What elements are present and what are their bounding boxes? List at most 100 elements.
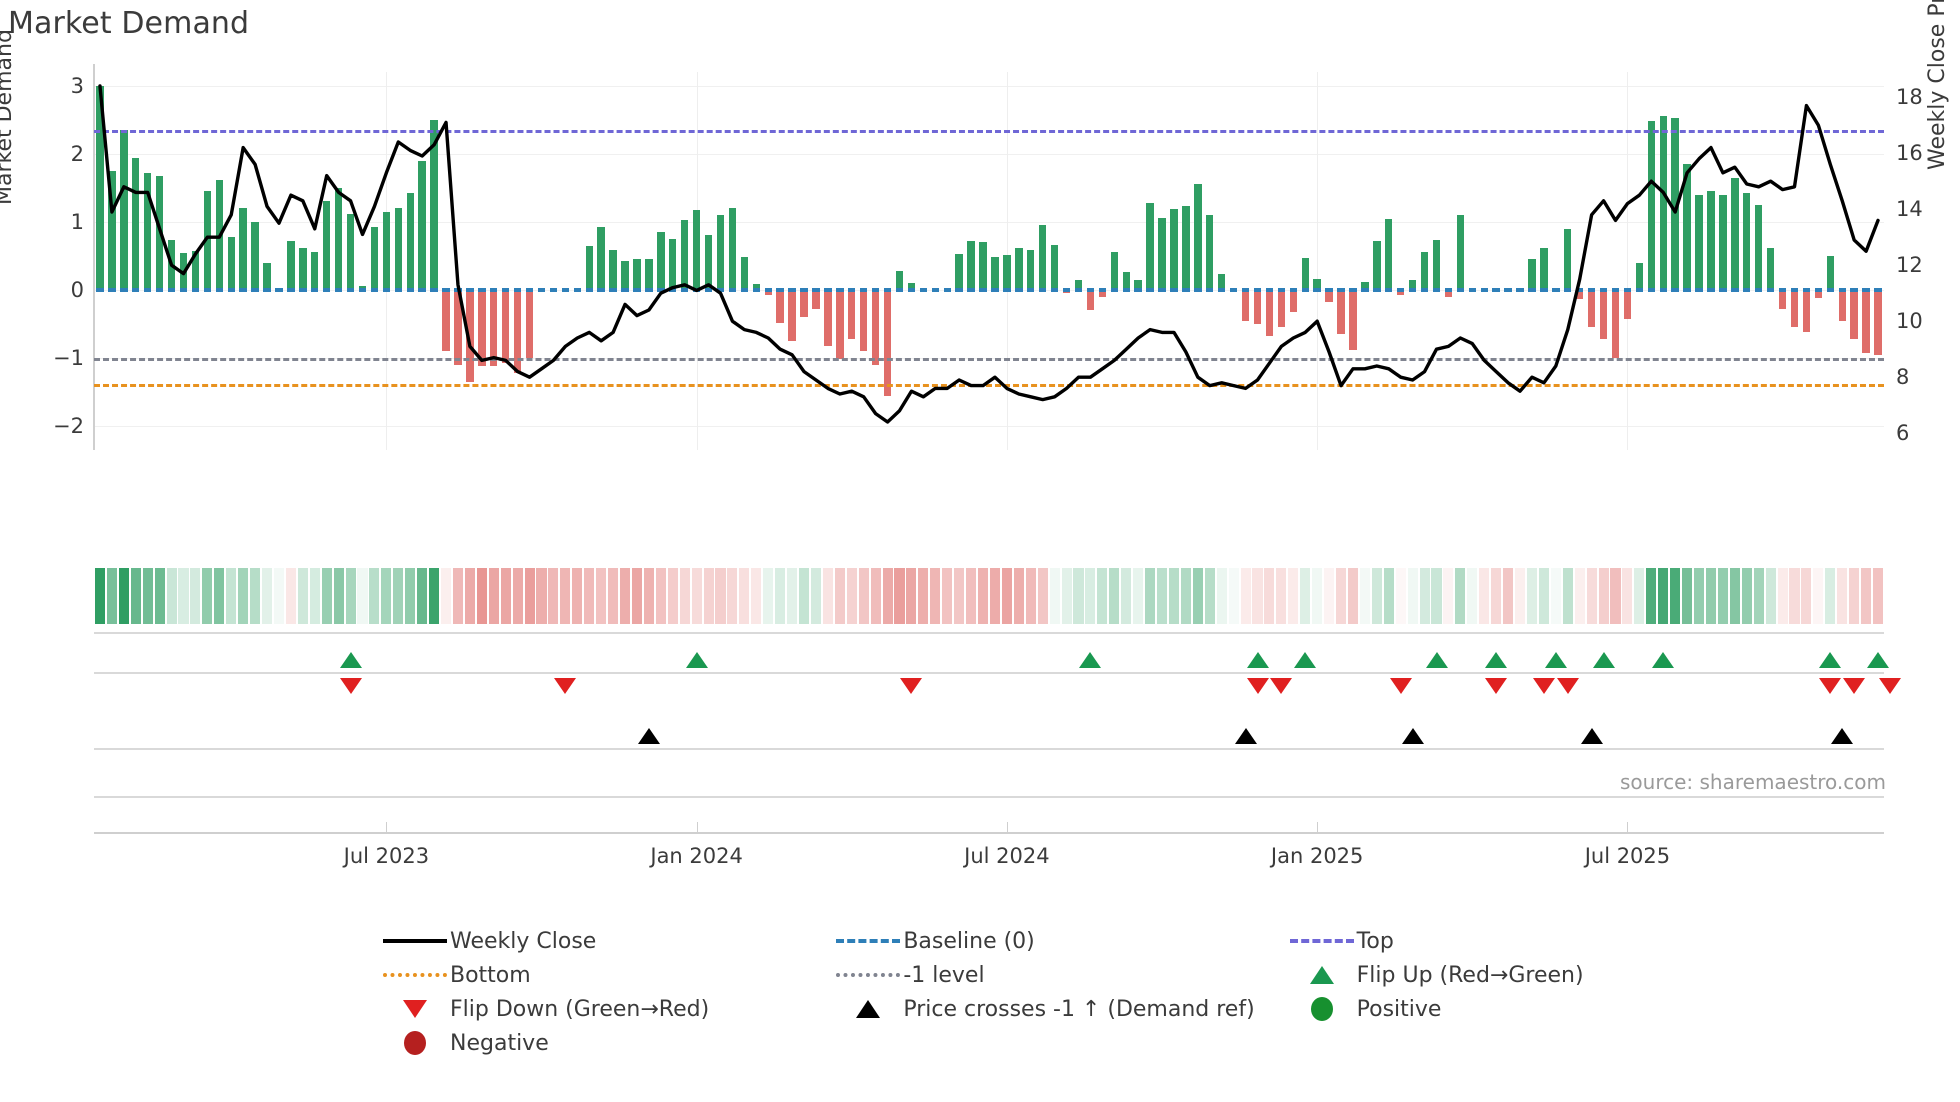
legend-item[interactable]: Top <box>1287 928 1740 954</box>
legend-item[interactable]: Flip Up (Red→Green) <box>1287 962 1740 988</box>
demand-bar-positive <box>1731 177 1739 290</box>
demand-bar-positive <box>955 253 963 290</box>
flip-up-marker-icon <box>339 652 362 668</box>
baseline-tick <box>1719 287 1727 292</box>
legend-label: Weekly Close <box>450 928 597 954</box>
heat-strip-cell <box>1192 568 1203 624</box>
heat-strip-cell <box>1610 568 1621 624</box>
flip-down-marker-icon <box>339 678 362 694</box>
demand-bar-positive <box>1540 247 1548 290</box>
heat-strip-cell <box>834 568 845 624</box>
demand-bar-positive <box>1408 280 1417 290</box>
marker-row-divider <box>94 748 1884 750</box>
baseline-tick <box>215 287 223 292</box>
heat-strip-cell <box>1873 568 1884 624</box>
heat-strip-cell <box>1443 568 1454 624</box>
baseline-tick <box>287 287 295 292</box>
legend-item[interactable]: Positive <box>1287 996 1740 1022</box>
legend-item[interactable]: Negative <box>380 1030 835 1056</box>
flip-down-marker-icon <box>1819 678 1842 694</box>
heat-strip-cell <box>1705 568 1716 624</box>
heat-strip-cell <box>1526 568 1537 624</box>
heat-strip-cell <box>1288 568 1299 624</box>
flip-down-marker-icon <box>1246 678 1269 694</box>
legend-item[interactable]: Flip Down (Green→Red) <box>380 996 833 1022</box>
demand-bar-positive <box>740 257 749 290</box>
flip-up-marker-icon <box>1867 652 1890 668</box>
y-axis-left-label: Market Demand <box>0 29 17 205</box>
baseline-dash-icon <box>836 939 901 943</box>
heat-strip-cell <box>810 568 821 624</box>
demand-bar-negative <box>1778 289 1787 309</box>
demand-bar-negative <box>1098 289 1107 297</box>
demand-bar-negative <box>860 289 868 352</box>
legend-item[interactable]: Bottom <box>380 962 833 988</box>
baseline-tick <box>657 287 665 292</box>
demand-bar-positive <box>1301 257 1309 290</box>
heat-strip-cell <box>643 568 654 624</box>
flip-down-marker-icon <box>900 678 923 694</box>
demand-bar-positive <box>358 285 367 290</box>
marker-row-divider <box>94 672 1884 674</box>
neg1-dash-icon <box>836 973 901 977</box>
baseline-tick <box>1540 287 1548 292</box>
baseline-tick <box>1444 287 1453 292</box>
demand-bar-negative <box>1611 289 1620 359</box>
legend-item[interactable]: -1 level <box>833 962 1286 988</box>
legend-item[interactable]: Price crosses -1 ↑ (Demand ref) <box>833 996 1286 1022</box>
flip-up-marker-icon <box>1425 652 1448 668</box>
weekly-close-line <box>98 84 1880 424</box>
heat-strip-cell <box>763 568 774 624</box>
heat-strip-cell <box>154 568 165 624</box>
heat-strip-cell <box>1431 568 1442 624</box>
heat-strip-cell <box>1133 568 1144 624</box>
demand-bar-negative <box>812 289 820 309</box>
demand-bar-positive <box>1074 280 1083 290</box>
gridline-horizontal <box>94 153 1884 155</box>
heat-strip-cell <box>1765 568 1776 624</box>
baseline-tick <box>1420 287 1429 292</box>
flip-up-marker-icon <box>1485 652 1508 668</box>
baseline-tick <box>394 287 402 292</box>
heat-strip-cell <box>1061 568 1072 624</box>
baseline-tick <box>1731 287 1739 292</box>
baseline-tick <box>1790 287 1799 292</box>
baseline-tick <box>1623 287 1632 292</box>
heat-strip-cell <box>703 568 714 624</box>
demand-bar-positive <box>120 129 128 290</box>
y-axis-left-tick-label: −2 <box>53 414 84 439</box>
heat-strip-cell <box>178 568 189 624</box>
legend-item[interactable]: Weekly Close <box>380 928 833 954</box>
baseline-tick <box>1707 287 1715 292</box>
heat-strip-cell <box>1586 568 1597 624</box>
legend-label: Flip Down (Green→Red) <box>450 996 710 1022</box>
baseline-tick <box>883 287 892 292</box>
demand-bar-positive <box>418 160 426 290</box>
heat-strip-cell <box>942 568 953 624</box>
heat-strip-cell <box>858 568 869 624</box>
heat-strip-cell <box>1550 568 1561 624</box>
heat-strip-cell <box>679 568 690 624</box>
baseline-tick <box>525 287 534 292</box>
heat-strip-cell <box>1646 568 1657 624</box>
baseline-tick <box>585 287 593 292</box>
legend-label: Flip Up (Red→Green) <box>1356 962 1584 988</box>
demand-bar-negative <box>513 289 522 374</box>
heat-strip-cell <box>202 568 213 624</box>
demand-bar-positive <box>1635 262 1644 290</box>
top-dash-icon <box>1289 939 1354 943</box>
heat-strip-cell <box>822 568 833 624</box>
gridline-horizontal <box>94 426 1884 428</box>
baseline-tick <box>502 287 510 292</box>
demand-bar-negative <box>1599 289 1608 339</box>
baseline-tick <box>1671 287 1679 292</box>
y-axis-left-tick-label: 2 <box>70 141 84 166</box>
demand-bar-positive <box>991 257 999 290</box>
legend-item[interactable]: Baseline (0) <box>833 928 1286 954</box>
heat-strip-cell <box>142 568 153 624</box>
baseline-tick <box>1456 287 1465 292</box>
price-cross-marker-icon <box>637 728 660 744</box>
x-axis-tick-label: Jul 2023 <box>343 844 430 868</box>
baseline-tick <box>1050 287 1059 292</box>
baseline-tick <box>167 287 176 292</box>
